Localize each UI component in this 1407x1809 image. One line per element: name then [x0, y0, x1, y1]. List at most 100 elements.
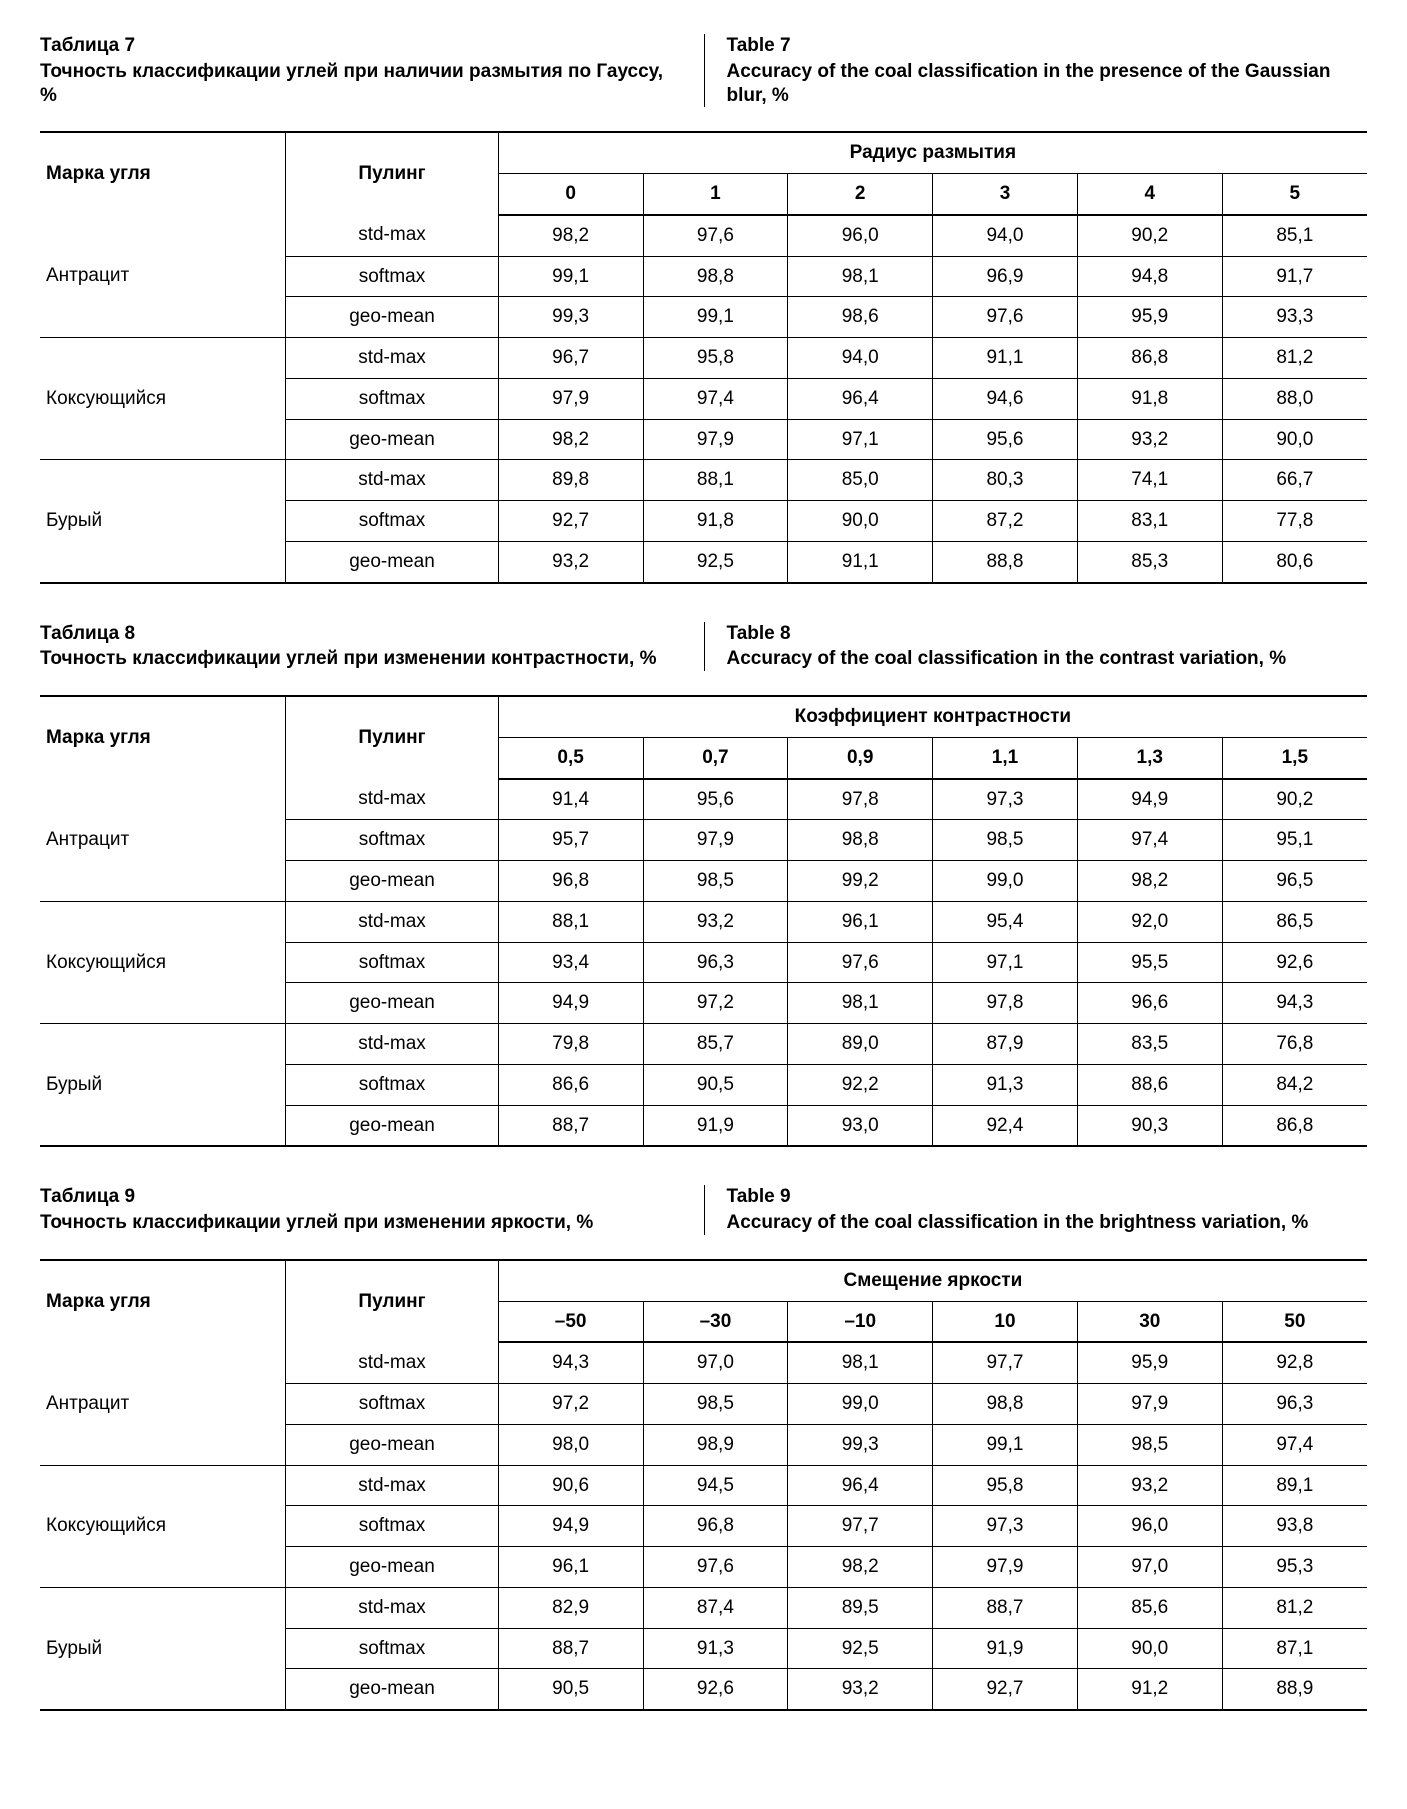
caption-right-title: Table 8 — [727, 622, 1368, 646]
cell-pooling: geo-mean — [286, 1424, 499, 1465]
cell-value: 96,1 — [498, 1547, 643, 1588]
cell-value: 96,0 — [1077, 1506, 1222, 1547]
cell-value: 83,5 — [1077, 1024, 1222, 1065]
cell-value: 99,1 — [933, 1424, 1078, 1465]
cell-value: 92,4 — [933, 1105, 1078, 1146]
cell-pooling: geo-mean — [286, 1669, 499, 1710]
cell-value: 97,0 — [643, 1342, 788, 1383]
col-header-pooling: Пулинг — [286, 1260, 499, 1343]
table-caption-row: Таблица 7Точность классификации углей пр… — [40, 34, 1367, 107]
cell-value: 99,3 — [498, 297, 643, 338]
table-row: Антрацитstd-max94,397,098,197,795,992,8 — [40, 1342, 1367, 1383]
cell-value: 92,6 — [1222, 942, 1367, 983]
caption-right-sub: Accuracy of the coal classification in t… — [727, 1211, 1368, 1235]
col-header-value: 3 — [933, 174, 1078, 215]
table-row: Бурыйstd-max89,888,185,080,374,166,7 — [40, 460, 1367, 501]
cell-value: 97,6 — [643, 215, 788, 256]
cell-value: 95,6 — [933, 419, 1078, 460]
cell-value: 87,4 — [643, 1587, 788, 1628]
cell-value: 95,8 — [933, 1465, 1078, 1506]
data-table: Марка угляПулингСмещение яркости–50–30–1… — [40, 1259, 1367, 1711]
cell-value: 99,1 — [643, 297, 788, 338]
cell-value: 88,7 — [498, 1105, 643, 1146]
cell-value: 91,8 — [643, 501, 788, 542]
cell-pooling: std-max — [286, 1342, 499, 1383]
cell-value: 92,8 — [1222, 1342, 1367, 1383]
cell-pooling: std-max — [286, 338, 499, 379]
caption-left-sub: Точность классификации углей при изменен… — [40, 1211, 682, 1235]
cell-value: 94,0 — [933, 215, 1078, 256]
cell-value: 96,3 — [643, 942, 788, 983]
cell-value: 97,8 — [933, 983, 1078, 1024]
cell-pooling: softmax — [286, 378, 499, 419]
cell-value: 89,5 — [788, 1587, 933, 1628]
cell-value: 98,2 — [1077, 861, 1222, 902]
cell-value: 92,7 — [933, 1669, 1078, 1710]
cell-value: 98,1 — [788, 983, 933, 1024]
cell-value: 85,0 — [788, 460, 933, 501]
col-header-pooling: Пулинг — [286, 696, 499, 779]
col-header-value: 0,5 — [498, 737, 643, 778]
col-header-value: 1,5 — [1222, 737, 1367, 778]
cell-pooling: geo-mean — [286, 541, 499, 582]
col-header-grade: Марка угля — [40, 696, 286, 779]
col-header-value: –30 — [643, 1301, 788, 1342]
cell-value: 85,3 — [1077, 541, 1222, 582]
col-header-value: 50 — [1222, 1301, 1367, 1342]
cell-value: 81,2 — [1222, 1587, 1367, 1628]
table-row: Бурыйstd-max82,987,489,588,785,681,2 — [40, 1587, 1367, 1628]
cell-value: 91,3 — [933, 1064, 1078, 1105]
data-table: Марка угляПулингКоэффициент контрастност… — [40, 695, 1367, 1147]
cell-value: 98,8 — [933, 1384, 1078, 1425]
cell-value: 86,5 — [1222, 901, 1367, 942]
cell-value: 92,5 — [643, 541, 788, 582]
cell-value: 91,8 — [1077, 378, 1222, 419]
cell-value: 86,8 — [1222, 1105, 1367, 1146]
table-row: Коксующийсяstd-max96,795,894,091,186,881… — [40, 338, 1367, 379]
col-header-value: –10 — [788, 1301, 933, 1342]
cell-value: 93,8 — [1222, 1506, 1367, 1547]
cell-value: 87,1 — [1222, 1628, 1367, 1669]
cell-value: 90,0 — [1077, 1628, 1222, 1669]
col-header-value: 30 — [1077, 1301, 1222, 1342]
cell-value: 96,1 — [788, 901, 933, 942]
cell-value: 93,2 — [1077, 1465, 1222, 1506]
cell-value: 79,8 — [498, 1024, 643, 1065]
caption-left: Таблица 8Точность классификации углей пр… — [40, 622, 704, 672]
cell-value: 98,5 — [643, 861, 788, 902]
cell-value: 99,3 — [788, 1424, 933, 1465]
cell-value: 77,8 — [1222, 501, 1367, 542]
cell-pooling: std-max — [286, 215, 499, 256]
cell-value: 88,1 — [498, 901, 643, 942]
cell-value: 94,8 — [1077, 256, 1222, 297]
cell-value: 92,7 — [498, 501, 643, 542]
cell-value: 92,0 — [1077, 901, 1222, 942]
cell-value: 96,9 — [933, 256, 1078, 297]
cell-value: 91,7 — [1222, 256, 1367, 297]
cell-value: 97,1 — [788, 419, 933, 460]
col-header-value: 1,3 — [1077, 737, 1222, 778]
cell-grade: Коксующийся — [40, 901, 286, 1023]
col-header-value: 1 — [643, 174, 788, 215]
cell-value: 99,1 — [498, 256, 643, 297]
cell-value: 97,6 — [643, 1547, 788, 1588]
cell-value: 93,4 — [498, 942, 643, 983]
cell-value: 97,4 — [1077, 820, 1222, 861]
cell-pooling: std-max — [286, 1587, 499, 1628]
cell-pooling: std-max — [286, 1465, 499, 1506]
cell-value: 90,0 — [788, 501, 933, 542]
caption-left-sub: Точность классификации углей при наличии… — [40, 60, 682, 108]
cell-value: 91,1 — [933, 338, 1078, 379]
cell-value: 93,2 — [643, 901, 788, 942]
cell-value: 94,5 — [643, 1465, 788, 1506]
caption-right-title: Table 7 — [727, 34, 1368, 58]
col-header-value: 4 — [1077, 174, 1222, 215]
cell-value: 86,8 — [1077, 338, 1222, 379]
cell-pooling: softmax — [286, 820, 499, 861]
cell-value: 85,6 — [1077, 1587, 1222, 1628]
col-header-value: 1,1 — [933, 737, 1078, 778]
cell-value: 98,9 — [643, 1424, 788, 1465]
cell-value: 97,6 — [788, 942, 933, 983]
cell-value: 96,8 — [643, 1506, 788, 1547]
cell-value: 97,4 — [643, 378, 788, 419]
